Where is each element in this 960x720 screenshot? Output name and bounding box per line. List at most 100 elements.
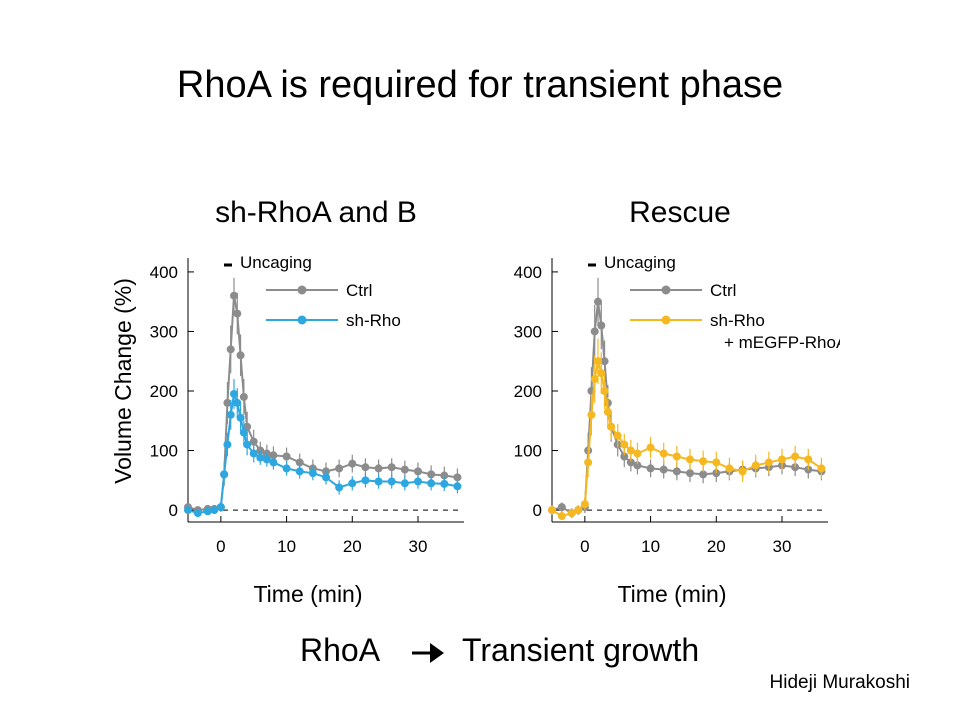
data-point: [440, 479, 449, 488]
data-point: [348, 459, 357, 468]
data-point: [387, 463, 396, 472]
data-point: [414, 467, 422, 476]
data-point: [233, 398, 242, 407]
legend-label: sh-Rho + mEGFP-RhoA: [710, 311, 840, 352]
data-point: [600, 387, 609, 395]
data-point: [725, 464, 734, 473]
data-point: [686, 455, 694, 464]
data-point: [414, 477, 422, 486]
data-point: [633, 449, 642, 458]
data-point: [295, 458, 304, 467]
data-point: [453, 482, 462, 491]
knockdown-chart: sh-RhoA and B Volume Change (%) Time (min)…: [110, 196, 464, 607]
data-point: [295, 467, 304, 476]
x-tick-label: 0: [580, 537, 589, 556]
data-point: [282, 464, 291, 473]
data-point: [646, 464, 655, 473]
y-tick-label: 400: [514, 263, 542, 282]
data-point: [243, 440, 252, 449]
data-point: [203, 507, 212, 516]
data-point: [548, 506, 556, 515]
y-tick-label: 200: [150, 382, 178, 401]
data-point: [672, 467, 681, 476]
legend-marker: [297, 285, 307, 295]
data-point: [249, 437, 258, 446]
data-point: [659, 449, 668, 458]
data-point: [600, 357, 609, 366]
data-point: [427, 479, 436, 488]
data-point: [374, 464, 383, 473]
data-point: [243, 422, 252, 431]
data-point: [712, 458, 721, 467]
data-point: [453, 473, 462, 482]
data-point: [400, 479, 409, 488]
data-point: [210, 506, 219, 515]
chart-panel-rescue: Rescue Time (min) 0 100 200 300 400 0 10 20 30 Unca…: [460, 180, 840, 620]
data-point: [193, 509, 202, 518]
data-point: [256, 453, 265, 462]
right-arrow-icon: [412, 643, 444, 663]
y-tick-label: 300: [514, 322, 542, 341]
data-point: [387, 477, 396, 486]
x-tick-label: 30: [409, 537, 428, 556]
data-point: [322, 473, 330, 482]
data-point: [574, 506, 583, 515]
y-tick-label: 100: [150, 442, 178, 461]
data-point: [567, 509, 576, 518]
x-tick-label: 0: [216, 537, 225, 556]
data-point: [236, 413, 245, 422]
data-point: [557, 512, 566, 521]
legend-label: Ctrl: [346, 281, 372, 300]
data-point: [361, 463, 370, 472]
data-point: [686, 469, 694, 478]
data-point: [262, 455, 271, 464]
data-point: [738, 467, 747, 476]
data-point: [249, 449, 258, 458]
rescue-chart: Rescue Time (min) 0 100 200 300 400 0 10 20 30 Unca…: [514, 196, 840, 607]
x-axis-label: Time (min): [617, 581, 726, 607]
data-point: [361, 476, 370, 485]
chart-title: Rescue: [629, 196, 731, 229]
data-point: [594, 297, 602, 306]
data-point: [804, 455, 813, 464]
data-point: [216, 503, 225, 512]
y-axis-label: Volume Change (%): [110, 278, 136, 484]
legend-marker: [661, 285, 671, 295]
y-tick-label: 0: [533, 501, 542, 520]
conclusion-right: Transient growth: [462, 632, 700, 668]
legend-marker: [297, 315, 307, 325]
x-tick-label: 10: [277, 537, 296, 556]
data-point: [374, 477, 383, 486]
x-tick-label: 30: [773, 537, 792, 556]
data-point: [603, 407, 612, 416]
data-point: [223, 440, 232, 449]
conclusion-left: RhoA: [300, 632, 381, 668]
data-point: [335, 464, 344, 473]
data-point: [626, 458, 635, 467]
data-point: [226, 345, 235, 354]
data-point: [239, 392, 248, 401]
data-point: [791, 452, 800, 461]
slide-title: RhoA is required for transient phase: [176, 64, 784, 106]
data-point: [646, 443, 655, 452]
data-point: [223, 398, 232, 407]
y-tick-label: 400: [150, 263, 178, 282]
data-point: [672, 452, 681, 461]
data-point: [427, 470, 436, 479]
data-point: [308, 469, 317, 478]
x-tick-label: 10: [641, 537, 660, 556]
data-point: [400, 465, 409, 474]
x-axis-label: Time (min): [253, 581, 362, 607]
data-point: [584, 458, 593, 467]
y-tick-label: 100: [514, 442, 542, 461]
data-point: [590, 327, 599, 336]
y-tick-label: 300: [150, 322, 178, 341]
data-point: [230, 291, 238, 300]
data-point: [226, 410, 235, 419]
data-point: [233, 309, 242, 318]
data-point: [633, 461, 642, 470]
data-point: [184, 506, 192, 515]
data-point: [620, 452, 629, 461]
data-point: [594, 357, 602, 366]
data-point: [348, 479, 357, 488]
